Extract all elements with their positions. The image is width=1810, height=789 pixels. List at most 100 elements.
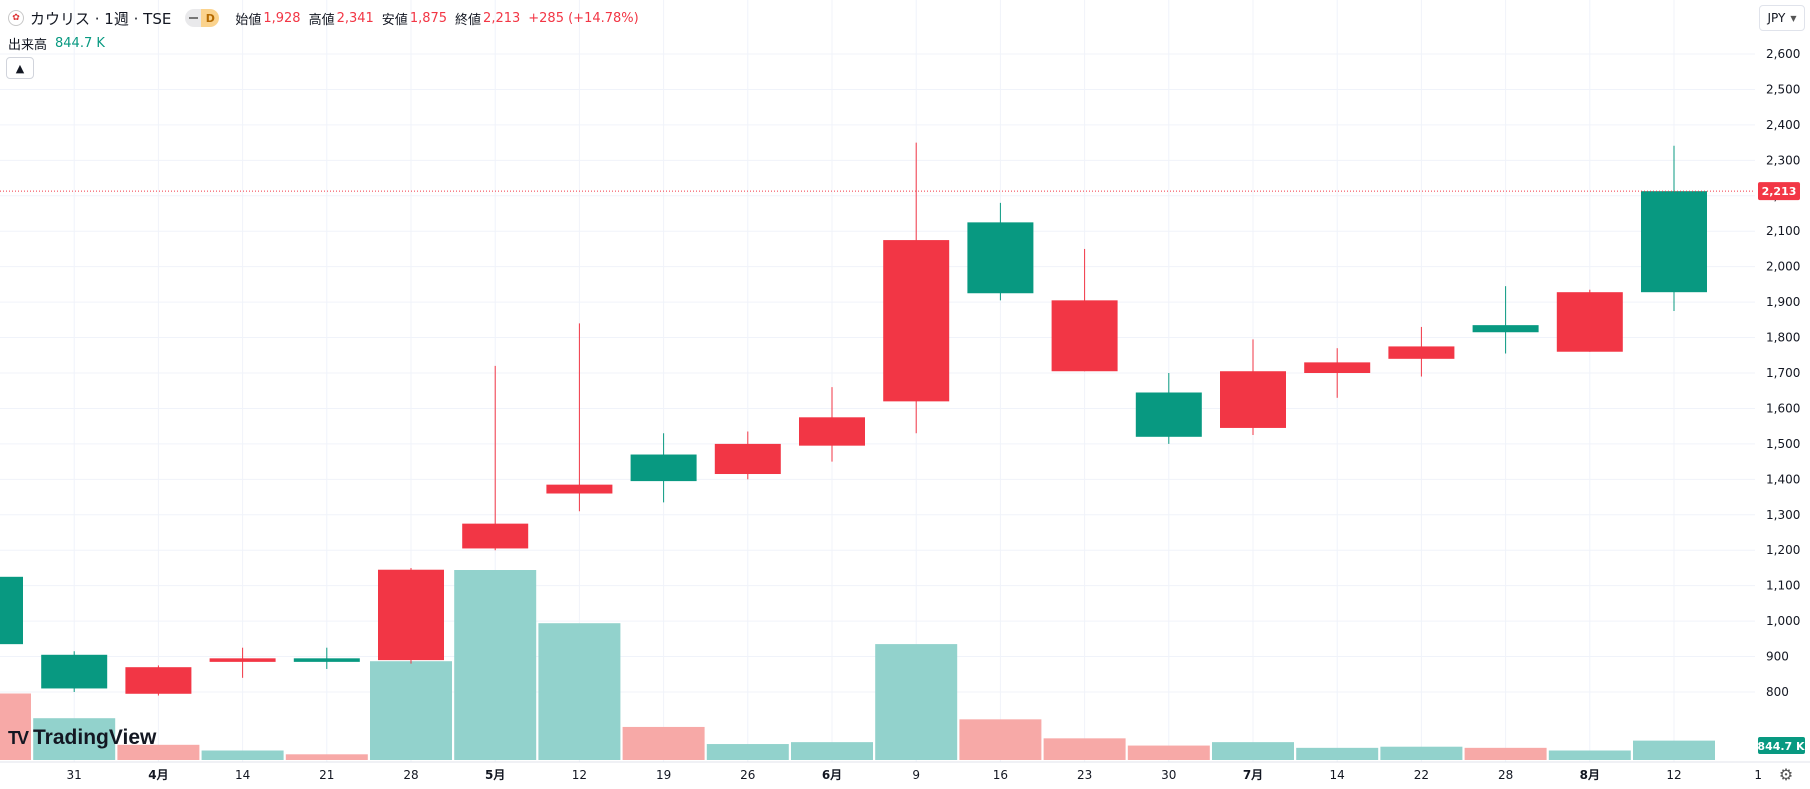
time-tick-label: 30 bbox=[1161, 768, 1176, 782]
last-price-badge bbox=[1758, 182, 1800, 201]
volume-bar bbox=[1380, 746, 1463, 760]
gear-icon[interactable]: ⚙ bbox=[1778, 764, 1794, 784]
high-label: 高値 bbox=[308, 12, 335, 28]
volume-bar bbox=[1548, 750, 1631, 760]
time-tick-label: 21 bbox=[319, 768, 334, 782]
low-label: 安値 bbox=[381, 12, 408, 28]
candle-body bbox=[1472, 325, 1539, 333]
open-value: 1,928 bbox=[263, 10, 301, 26]
price-tick-label: 2,500 bbox=[1766, 82, 1800, 96]
price-tick-label: 1,200 bbox=[1766, 543, 1800, 557]
collapse-legend-button[interactable]: ▲ bbox=[6, 57, 34, 79]
time-tick-label: 6月 bbox=[822, 768, 842, 782]
volume-bar bbox=[1464, 747, 1547, 760]
volume-bar bbox=[0, 693, 31, 760]
time-tick-label: 7月 bbox=[1243, 768, 1263, 782]
candle-body bbox=[546, 484, 613, 494]
price-tick-label: 2,300 bbox=[1766, 153, 1800, 167]
candle-body bbox=[630, 454, 697, 482]
volume-bar bbox=[1212, 742, 1294, 760]
volume-label[interactable]: 出来高 bbox=[8, 38, 48, 53]
price-tick-label: 1,500 bbox=[1766, 437, 1800, 451]
chevron-up-icon: ▲ bbox=[15, 61, 25, 75]
price-axis[interactable]: 800 900 1,000 1,100 1,200 1,300 1,400 1,500 1,60… bbox=[1755, 0, 1810, 789]
volume-bar bbox=[538, 623, 621, 760]
volume-bar bbox=[454, 570, 537, 760]
volume-bar bbox=[791, 742, 873, 760]
time-tick-label: 16 bbox=[993, 768, 1008, 782]
volume-bars bbox=[0, 570, 1715, 760]
time-tick-label: 14 bbox=[1330, 768, 1345, 782]
candle-body bbox=[462, 523, 529, 549]
change-value: +285 (+14.78%) bbox=[528, 10, 639, 26]
candle-body bbox=[1135, 392, 1202, 437]
volume-bar bbox=[33, 718, 116, 760]
time-tick-label: 26 bbox=[740, 768, 755, 782]
price-tick-label: 800 bbox=[1766, 685, 1789, 699]
price-tick-label: 2,000 bbox=[1766, 260, 1800, 274]
candle-body bbox=[1051, 300, 1118, 372]
candle-body bbox=[1556, 292, 1623, 352]
open-label: 始値 bbox=[235, 12, 262, 28]
price-tick-label: 900 bbox=[1766, 650, 1789, 664]
tradingview-watermark[interactable]: TV TradingView bbox=[8, 726, 156, 750]
time-axis[interactable]: 31 4月 14 21 28 5月 12 19 26 6月 9 16 23 30 7月 14 22 28 8月 12 1 bbox=[0, 761, 1810, 789]
time-axis-background bbox=[0, 762, 1755, 789]
price-tick-label: 1,300 bbox=[1766, 508, 1800, 522]
candle-body bbox=[799, 417, 865, 446]
volume-bar bbox=[1043, 738, 1126, 760]
price-tick-label: 1,000 bbox=[1766, 614, 1800, 628]
volume-bar bbox=[201, 750, 284, 760]
candlesticks bbox=[0, 142, 1707, 696]
time-tick-label: 1 bbox=[1754, 768, 1762, 782]
candle-body bbox=[209, 658, 276, 662]
time-tick-label: 19 bbox=[656, 768, 671, 782]
volume-value: 844.7 K bbox=[55, 36, 105, 51]
last-volume-badge bbox=[1758, 737, 1805, 754]
volume-bar bbox=[370, 661, 452, 760]
candle-body bbox=[125, 667, 192, 694]
close-value: 2,213 bbox=[483, 10, 521, 26]
minus-icon bbox=[185, 9, 202, 27]
tradingview-logo-icon: TV bbox=[8, 727, 29, 748]
time-tick-label: 4月 bbox=[148, 768, 168, 782]
low-value: 1,875 bbox=[409, 10, 448, 26]
price-tick-label: 2,100 bbox=[1766, 224, 1800, 238]
brand-name: TradingView bbox=[33, 726, 157, 749]
candle-body bbox=[378, 569, 444, 661]
candle-body bbox=[1641, 191, 1707, 293]
volume-bar bbox=[622, 726, 705, 760]
symbol-title[interactable]: カウリス · 1週 · TSE bbox=[30, 9, 172, 28]
time-tick-label: 22 bbox=[1414, 768, 1429, 782]
currency-selector[interactable]: JPY ▼ bbox=[1759, 5, 1805, 31]
candle-body bbox=[1304, 362, 1371, 373]
time-tick-label: 28 bbox=[403, 768, 418, 782]
price-axis-background bbox=[1755, 0, 1810, 789]
volume-bar bbox=[706, 744, 789, 760]
kaurisu-logo-icon: ✿ bbox=[8, 10, 24, 26]
symbol-legend: ✿ カウリス · 1週 · TSE D 始値 1,928 高値 2,341 安値… bbox=[8, 8, 639, 28]
volume-bar bbox=[1127, 745, 1210, 760]
chevron-down-icon: ▼ bbox=[1790, 13, 1797, 23]
last-price-label: 2,213 bbox=[1762, 185, 1797, 198]
candle-body bbox=[41, 654, 108, 689]
last-volume-label: 844.7 K bbox=[1757, 740, 1805, 753]
delayed-badge: D bbox=[201, 9, 220, 27]
candle-body bbox=[714, 443, 781, 475]
ohlc-values: 始値 1,928 高値 2,341 安値 1,875 終値 2,213 +285… bbox=[235, 9, 638, 28]
time-tick-label: 5月 bbox=[485, 768, 505, 782]
volume-bar bbox=[959, 719, 1042, 760]
price-tick-label: 2,400 bbox=[1766, 118, 1800, 132]
volume-bar bbox=[875, 644, 958, 760]
candle-body bbox=[1388, 346, 1455, 359]
time-tick-label: 12 bbox=[572, 768, 587, 782]
time-tick-label: 9 bbox=[912, 768, 920, 782]
market-flag[interactable]: D bbox=[185, 9, 220, 27]
volume-bar bbox=[1296, 747, 1379, 760]
time-tick-label: 14 bbox=[235, 768, 250, 782]
time-tick-label: 23 bbox=[1077, 768, 1092, 782]
price-tick-label: 2,600 bbox=[1766, 47, 1800, 61]
time-tick-label: 12 bbox=[1666, 768, 1681, 782]
volume-bar bbox=[285, 754, 368, 760]
